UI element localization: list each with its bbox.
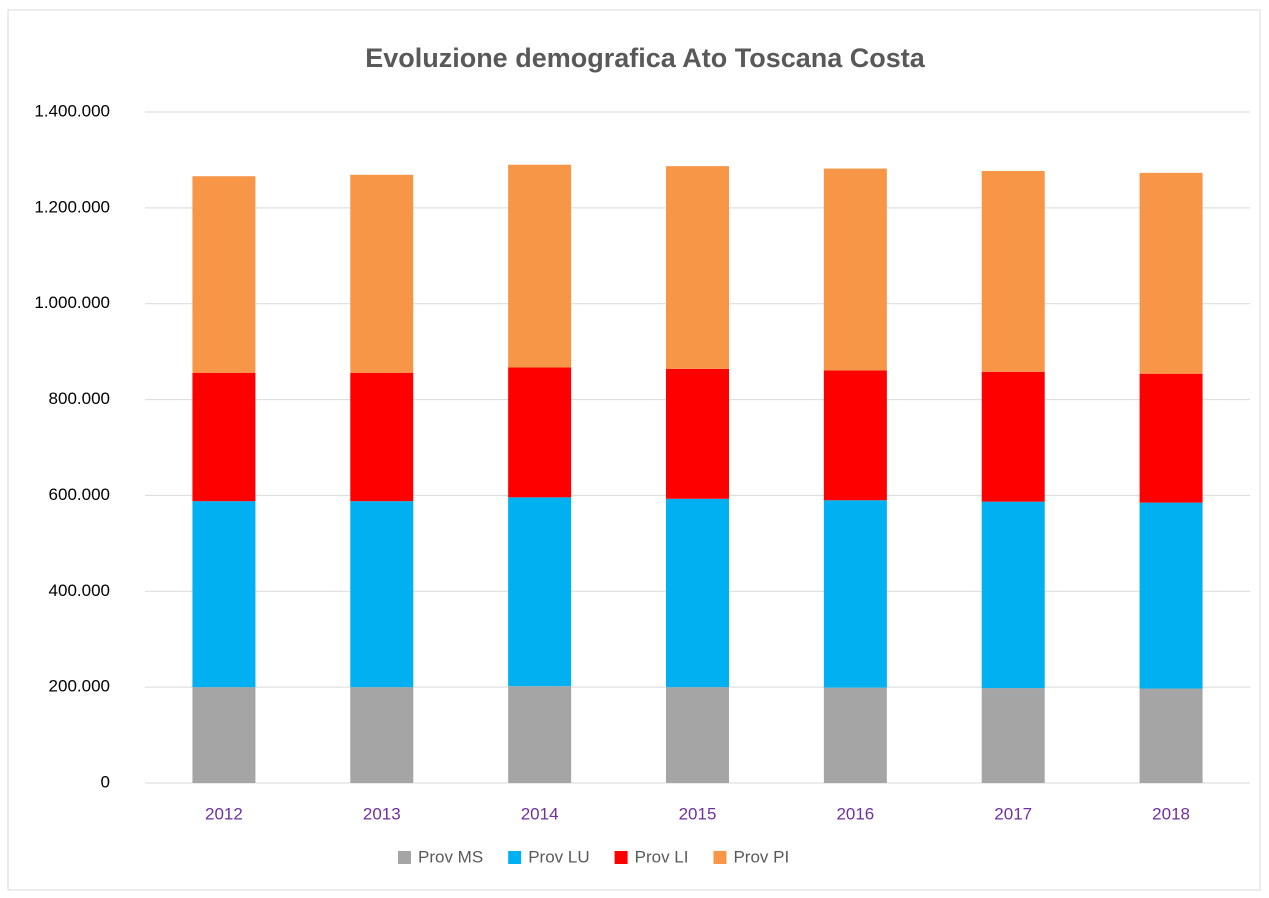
bar-segment [508,686,572,783]
bar-segment [350,501,414,688]
bar-segment [508,164,572,368]
bar-segment [350,687,414,783]
bar-segment [350,174,414,373]
y-tick-label: 600.000 [49,485,110,504]
y-tick-label: 1.200.000 [34,197,110,216]
bar-segment [666,166,729,369]
y-tick-label: 1.400.000 [34,101,110,120]
legend-label: Prov LI [635,847,689,866]
bar-segment [192,176,256,373]
bar-segment [1139,502,1203,689]
x-tick-label: 2014 [521,804,559,823]
bar-segment [823,370,887,501]
bar-segment [823,687,887,783]
x-tick-label: 2013 [363,804,401,823]
bar-segment [823,500,887,688]
bar-segment [192,501,256,688]
y-tick-label: 0 [101,772,110,791]
x-tick-label: 2012 [205,804,243,823]
y-tick-label: 200.000 [49,677,110,696]
bar-segment [350,372,414,502]
bar-segment [1139,172,1203,374]
bar-segment [1139,688,1203,783]
x-tick-label: 2018 [1152,804,1190,823]
legend-swatch [614,851,628,864]
bar-segment [508,367,572,498]
bar-segment [666,498,729,688]
y-tick-label: 1.000.000 [34,293,110,312]
bar-segment [981,371,1045,502]
legend-swatch [713,851,727,864]
bar-segment [823,168,887,371]
bar-segment [508,497,572,687]
bar-segment [1139,373,1203,503]
bar-segment [666,368,729,499]
bar-segment [981,501,1045,689]
x-tick-label: 2017 [994,804,1032,823]
y-tick-label: 800.000 [49,389,110,408]
bar-segment [192,372,256,502]
legend-swatch [508,851,522,864]
x-tick-label: 2015 [679,804,717,823]
bar-segment [981,688,1045,783]
chart-title: Evoluzione demografica Ato Toscana Costa [365,43,926,73]
bar-segment [981,170,1045,372]
legend-label: Prov MS [418,847,483,866]
y-tick-label: 400.000 [49,581,110,600]
x-tick-label: 2016 [836,804,874,823]
legend-label: Prov LU [528,847,589,866]
legend-label: Prov PI [733,847,789,866]
bar-segment [192,687,256,783]
bar-segment [666,687,729,783]
legend-swatch [398,851,411,864]
